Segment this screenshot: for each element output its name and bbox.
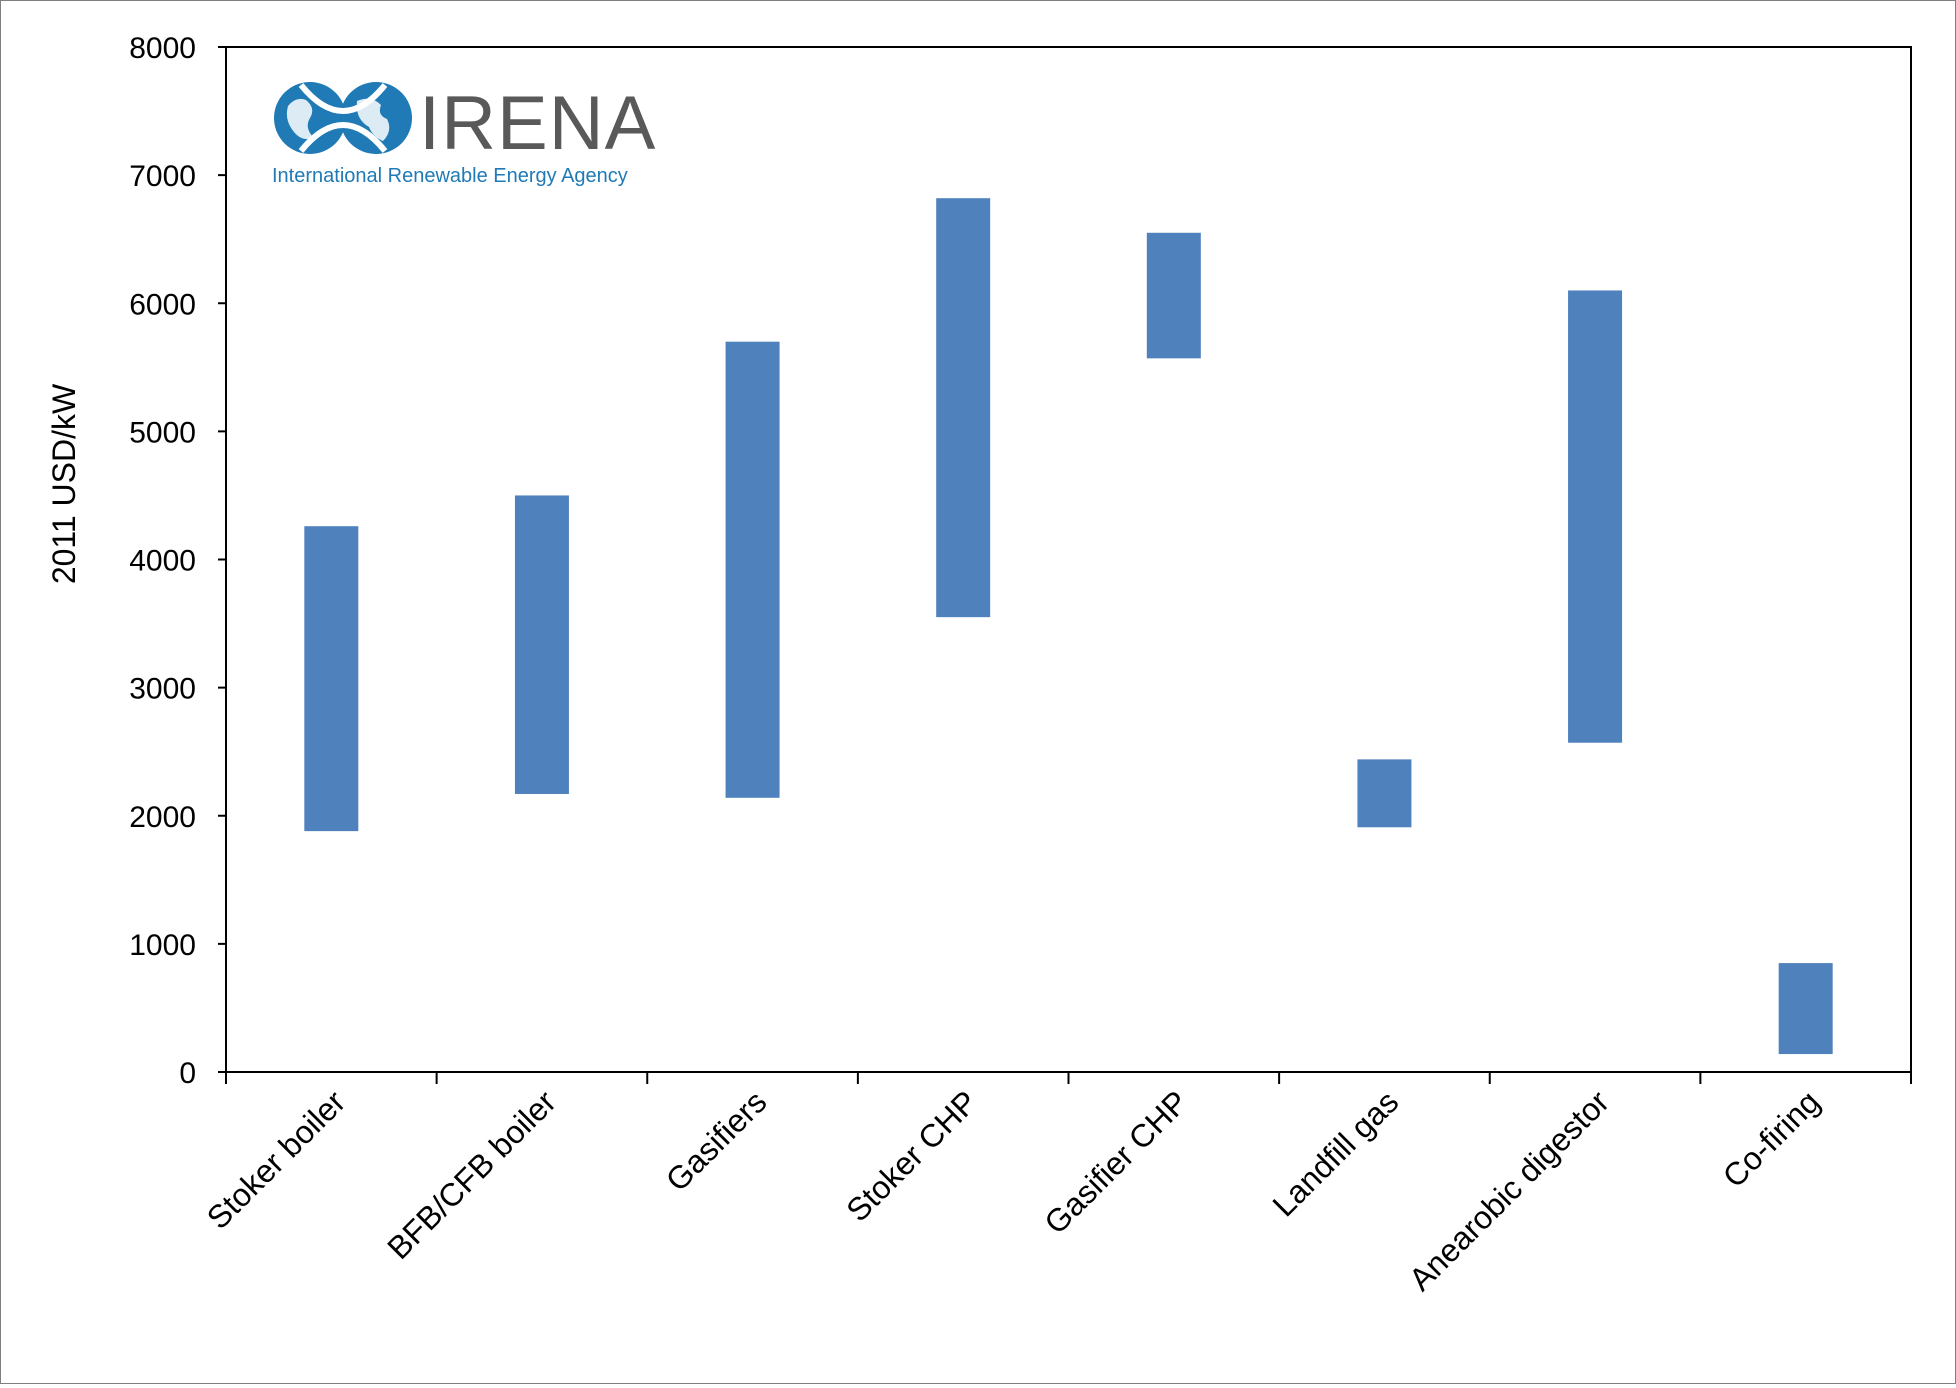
- range-bar: [725, 341, 780, 798]
- y-axis-title: 2011 USD/kW: [46, 383, 82, 584]
- y-tick-label: 6000: [129, 288, 196, 321]
- x-category-label: Stoker CHP: [839, 1083, 984, 1228]
- y-tick-label: 7000: [129, 160, 196, 193]
- x-category-label: Stoker boiler: [200, 1083, 353, 1236]
- logo-tagline: International Renewable Energy Agency: [272, 165, 628, 187]
- x-category-label: Anearobic digestor: [1402, 1083, 1616, 1297]
- plot-border: [225, 46, 1912, 1073]
- y-tick-label: 2000: [129, 801, 196, 834]
- range-bar: [514, 495, 569, 794]
- y-tick-label: 4000: [129, 545, 196, 578]
- x-category-label: BFB/CFB boiler: [380, 1083, 563, 1266]
- range-bar: [304, 526, 359, 832]
- irena-logo: IRENA International Renewable Energy Age…: [272, 81, 656, 187]
- logo-name: IRENA: [419, 81, 656, 166]
- x-category-label: Gasifiers: [659, 1083, 774, 1198]
- y-tick-label: 5000: [129, 416, 196, 449]
- y-tick-label: 8000: [129, 32, 196, 65]
- range-bar: [1146, 232, 1201, 359]
- range-bar: [936, 198, 991, 618]
- x-category-label: Landfill gas: [1265, 1083, 1405, 1223]
- y-tick-label: 1000: [129, 929, 196, 962]
- y-tick-label: 3000: [129, 673, 196, 706]
- x-category-label: Gasifier CHP: [1037, 1083, 1194, 1240]
- plot-area: 0 1000 2000 3000 4000 5000 6000 7000 8000 Stoker …: [129, 32, 1912, 1298]
- globe-loop-icon: [274, 82, 412, 154]
- range-bar: [1357, 759, 1412, 828]
- range-bar: [1778, 963, 1833, 1055]
- x-category-label: Co-firing: [1716, 1083, 1827, 1194]
- y-tick-label: 0: [179, 1057, 196, 1090]
- range-bar: [1568, 290, 1623, 743]
